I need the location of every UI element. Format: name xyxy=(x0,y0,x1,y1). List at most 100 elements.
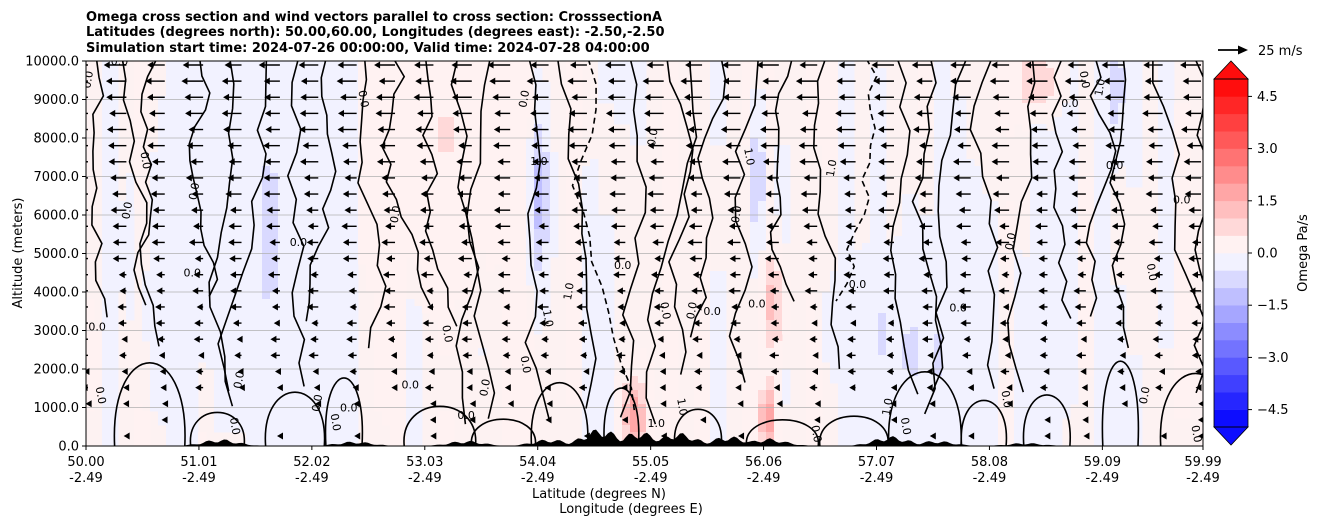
omega-cell xyxy=(1046,152,1055,160)
omega-cell xyxy=(718,110,727,118)
omega-cell xyxy=(286,187,295,195)
omega-cell xyxy=(446,82,455,90)
omega-cell xyxy=(374,341,383,349)
omega-cell xyxy=(406,110,415,118)
omega-cell xyxy=(806,320,815,328)
omega-cell xyxy=(158,243,167,251)
omega-cell xyxy=(518,264,527,272)
omega-cell xyxy=(350,68,359,76)
omega-cell xyxy=(598,313,607,321)
omega-cell xyxy=(86,383,95,391)
omega-cell xyxy=(390,376,399,384)
omega-cell xyxy=(486,222,495,230)
omega-cell xyxy=(606,313,615,321)
omega-cell xyxy=(254,110,263,118)
omega-cell xyxy=(862,257,871,265)
omega-cell xyxy=(958,348,967,356)
omega-cell xyxy=(1094,131,1103,139)
omega-cell xyxy=(430,229,439,237)
omega-cell xyxy=(942,103,951,111)
omega-cell xyxy=(630,390,639,398)
omega-cell xyxy=(526,397,535,405)
omega-cell xyxy=(1014,313,1023,321)
omega-cell xyxy=(246,103,255,111)
omega-cell xyxy=(750,117,759,125)
omega-cell xyxy=(910,306,919,314)
omega-cell xyxy=(190,131,199,139)
omega-cell xyxy=(518,166,527,174)
omega-cell xyxy=(926,306,935,314)
omega-cell xyxy=(486,257,495,265)
omega-cell xyxy=(966,285,975,293)
omega-cell xyxy=(110,341,119,349)
omega-cell xyxy=(462,243,471,251)
omega-cell xyxy=(1078,194,1087,202)
omega-cell xyxy=(1046,187,1055,195)
omega-cell xyxy=(750,271,759,279)
omega-cell xyxy=(270,278,279,286)
omega-cell xyxy=(278,103,287,111)
omega-cell xyxy=(950,271,959,279)
omega-cell xyxy=(574,75,583,83)
omega-cell xyxy=(510,278,519,286)
omega-cell xyxy=(518,411,527,419)
omega-cell xyxy=(302,271,311,279)
omega-cell xyxy=(878,376,887,384)
omega-cell xyxy=(398,320,407,328)
omega-cell xyxy=(510,257,519,265)
omega-cell xyxy=(510,341,519,349)
omega-cell xyxy=(1062,257,1071,265)
omega-cell xyxy=(174,229,183,237)
omega-cell xyxy=(910,376,919,384)
omega-cell xyxy=(542,180,551,188)
omega-cell xyxy=(550,208,559,216)
omega-cell xyxy=(870,215,879,223)
omega-cell xyxy=(814,117,823,125)
omega-cell xyxy=(326,201,335,209)
omega-cell xyxy=(670,82,679,90)
omega-cell xyxy=(574,187,583,195)
omega-cell xyxy=(278,320,287,328)
omega-cell xyxy=(502,180,511,188)
omega-cell xyxy=(510,292,519,300)
omega-cell xyxy=(918,418,927,426)
omega-cell xyxy=(414,425,423,433)
omega-cell xyxy=(1094,264,1103,272)
omega-cell xyxy=(102,222,111,230)
omega-cell xyxy=(190,383,199,391)
omega-cell xyxy=(126,299,135,307)
omega-cell xyxy=(214,82,223,90)
omega-cell xyxy=(502,138,511,146)
omega-cell xyxy=(254,159,263,167)
omega-cell xyxy=(510,208,519,216)
omega-cell xyxy=(862,411,871,419)
omega-cell xyxy=(1014,432,1023,440)
omega-cell xyxy=(446,166,455,174)
omega-cell xyxy=(294,68,303,76)
omega-cell xyxy=(758,243,767,251)
omega-cell xyxy=(990,376,999,384)
omega-cell xyxy=(102,159,111,167)
omega-cell xyxy=(430,194,439,202)
omega-cell xyxy=(574,82,583,90)
omega-cell xyxy=(1070,320,1079,328)
omega-cell xyxy=(214,285,223,293)
omega-cell xyxy=(518,341,527,349)
omega-cell xyxy=(830,355,839,363)
omega-cell xyxy=(950,369,959,377)
omega-cell xyxy=(1038,292,1047,300)
omega-cell xyxy=(574,313,583,321)
omega-cell xyxy=(278,138,287,146)
omega-cell xyxy=(950,313,959,321)
omega-cell xyxy=(182,390,191,398)
omega-cell xyxy=(774,243,783,251)
omega-cell xyxy=(1022,75,1031,83)
omega-cell xyxy=(462,180,471,188)
omega-cell xyxy=(382,355,391,363)
omega-cell xyxy=(366,110,375,118)
omega-cell xyxy=(1022,285,1031,293)
omega-cell xyxy=(1054,425,1063,433)
omega-cell xyxy=(254,208,263,216)
omega-cell xyxy=(158,117,167,125)
omega-cell xyxy=(582,236,591,244)
